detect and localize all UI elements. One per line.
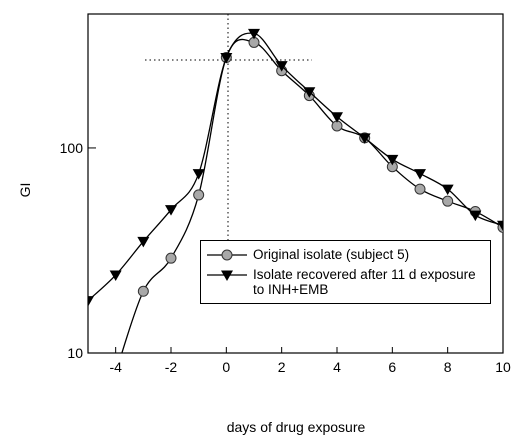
x-tick-label: -4 [109, 359, 122, 375]
data-point [358, 133, 371, 144]
series-line [121, 38, 503, 353]
data-point [192, 169, 205, 180]
data-point [275, 61, 288, 72]
plot-area [88, 28, 503, 353]
data-point [414, 183, 426, 195]
series-line [88, 32, 503, 302]
legend-swatch [207, 249, 247, 261]
data-point [497, 220, 503, 232]
data-point [331, 112, 343, 123]
data-point [469, 210, 482, 222]
x-tick-label: 8 [444, 359, 452, 375]
x-tick-label: -2 [165, 359, 178, 375]
x-axis-label: days of drug exposure [227, 419, 366, 435]
data-point [220, 53, 233, 64]
x-tick-label: 4 [333, 359, 341, 375]
data-point [248, 28, 260, 40]
x-tick-label: 0 [222, 359, 230, 375]
data-point [221, 249, 233, 261]
data-point [303, 87, 316, 98]
data-point [88, 296, 94, 307]
x-tick-label: 2 [278, 359, 286, 375]
data-point [442, 195, 454, 207]
legend-entry: Original isolate (subject 5) [201, 247, 489, 263]
data-point [165, 252, 177, 264]
data-point [386, 154, 399, 166]
legend-label: Original isolate (subject 5) [253, 247, 410, 262]
legend-entry: Isolate recovered after 11 d exposure to… [201, 267, 489, 297]
data-point [165, 205, 177, 216]
data-point [221, 270, 233, 281]
data-point [137, 285, 149, 297]
plot-frame [87, 13, 504, 354]
data-point [109, 270, 122, 282]
x-tick-label: 10 [495, 359, 511, 375]
data-point [137, 236, 150, 248]
data-point [441, 184, 454, 196]
legend-swatch [207, 270, 247, 281]
x-tick-label: 6 [388, 359, 396, 375]
y-tick-label: 10 [67, 345, 83, 361]
y-tick-label: 100 [60, 140, 84, 156]
data-point [193, 189, 205, 201]
legend: Original isolate (subject 5) Isolate reco… [200, 240, 491, 304]
y-axis-label: GI [17, 183, 33, 198]
legend-label: Isolate recovered after 11 d exposure to… [253, 267, 476, 297]
data-point [414, 169, 426, 180]
